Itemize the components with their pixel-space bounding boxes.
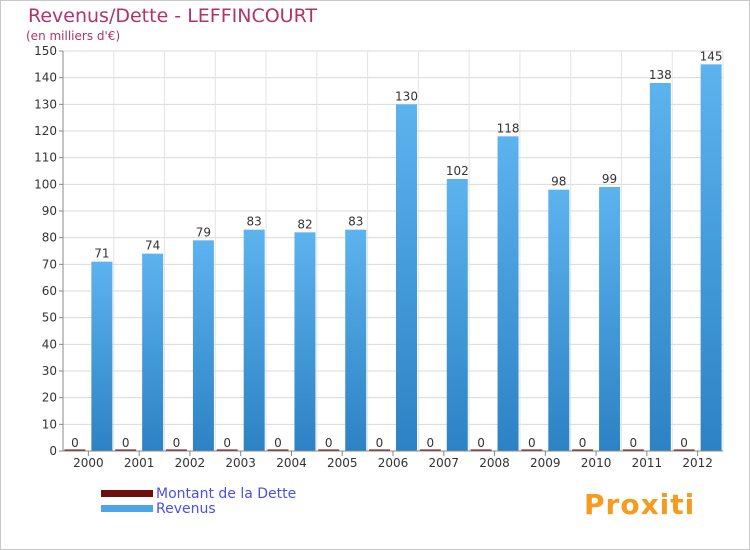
bar-dette	[369, 449, 390, 451]
y-tick-label: 0	[49, 444, 57, 458]
x-axis: 2000 2001 2002 2003 2004 2005 2006 2007 2008 2009…	[63, 450, 723, 470]
bar-dette	[419, 449, 441, 451]
data-label-dette: 0	[274, 436, 282, 450]
y-tick-label: 90	[42, 204, 57, 218]
data-label-revenus: 118	[497, 121, 520, 135]
x-tick-label: 2000	[73, 456, 104, 470]
data-label-dette: 0	[376, 436, 384, 450]
y-tick-label: 80	[42, 231, 57, 245]
bar-dette	[267, 449, 289, 451]
x-tick-label: 2001	[124, 456, 155, 470]
x-tick-label: 2012	[682, 456, 713, 470]
x-tick-label: 2007	[428, 456, 459, 470]
y-tick-label: 100	[34, 177, 57, 191]
data-label-revenus: 145	[700, 49, 723, 63]
data-label-dette: 0	[680, 436, 688, 450]
legend-label-revenus: Revenus	[156, 500, 216, 517]
y-tick-label: 20	[42, 391, 57, 405]
x-tick-label: 2002	[175, 456, 206, 470]
data-label-revenus: 83	[247, 215, 262, 229]
bar-revenus	[192, 240, 214, 451]
x-tick-label: 2006	[378, 456, 409, 470]
bar-dette	[165, 449, 187, 451]
y-tick-label: 140	[34, 71, 57, 85]
bar-revenus	[396, 104, 417, 451]
legend-item-revenus: Revenus	[101, 500, 296, 517]
data-label-revenus: 79	[196, 225, 211, 239]
data-label-dette: 0	[528, 436, 536, 450]
data-label-revenus: 83	[348, 215, 363, 229]
y-tick-label: 40	[42, 337, 57, 351]
bar-dette	[572, 449, 594, 451]
y-tick-label: 120	[34, 124, 57, 138]
bar-dette	[216, 449, 238, 451]
legend-item-dette: Montant de la Dette	[101, 485, 297, 502]
proxiti-logo: Proxiti	[584, 488, 695, 521]
data-label-revenus: 82	[297, 217, 312, 231]
y-tick-label: 130	[34, 97, 57, 111]
y-tick-label: 30	[42, 364, 57, 378]
legend-swatch-revenus	[101, 505, 153, 512]
bar-revenus	[142, 253, 164, 451]
bar-dette	[318, 449, 340, 451]
x-tick-label: 2005	[327, 456, 358, 470]
data-label-dette: 0	[426, 436, 434, 450]
legend: Montant de la Dette Revenus	[101, 485, 297, 517]
bar-revenus	[497, 136, 519, 452]
bar-revenus	[649, 83, 671, 451]
x-tick-label: 2010	[581, 456, 612, 470]
data-label-dette: 0	[579, 436, 587, 450]
bar-dette	[470, 449, 492, 451]
bar-revenus	[91, 261, 113, 451]
bar-revenus	[243, 229, 265, 451]
y-tick-label: 10	[42, 417, 57, 431]
data-label-revenus: 74	[145, 239, 160, 253]
x-tick-label: 2004	[276, 456, 307, 470]
x-tick-label: 2003	[225, 456, 256, 470]
x-tick-label: 2011	[632, 456, 663, 470]
legend-swatch-dette	[101, 490, 153, 497]
y-tick-label: 150	[34, 44, 57, 58]
data-label-dette: 0	[173, 436, 181, 450]
legend-label-dette: Montant de la Dette	[156, 485, 297, 502]
bar-dette	[622, 449, 644, 451]
bar-revenus	[548, 189, 570, 451]
y-tick-label: 70	[42, 257, 57, 271]
bar-revenus	[446, 179, 468, 451]
data-label-dette: 0	[122, 436, 130, 450]
data-label-revenus: 71	[94, 247, 109, 261]
data-label-dette: 0	[71, 436, 79, 450]
data-label-dette: 0	[630, 436, 638, 450]
bar-revenus	[294, 232, 316, 451]
proxiti-logo-text: Proxiti	[584, 488, 696, 521]
y-tick-label: 60	[42, 284, 57, 298]
chart-title: Revenus/Dette - LEFFINCOURT	[28, 5, 318, 27]
y-axis: 0 10 20 30 40 50 60 70 80 90 100 110 120 130 140 150	[34, 44, 64, 458]
data-label-revenus: 138	[649, 68, 672, 82]
bar-dette	[673, 449, 695, 451]
data-label-revenus: 98	[551, 175, 566, 189]
y-tick-label: 110	[34, 151, 57, 165]
data-label-dette: 0	[223, 436, 231, 450]
x-tick-label: 2008	[479, 456, 510, 470]
x-tick-label: 2009	[530, 456, 561, 470]
bar-revenus	[700, 64, 722, 452]
data-label-dette: 0	[325, 436, 333, 450]
bar-revenus	[599, 187, 621, 451]
data-label-revenus: 99	[602, 172, 617, 186]
data-label-revenus: 102	[446, 164, 469, 178]
bar-dette	[521, 449, 543, 451]
chart-subtitle: (en milliers d'€)	[26, 29, 121, 43]
data-label-revenus: 130	[395, 89, 418, 103]
bar-dette	[64, 449, 86, 451]
bar-dette	[115, 449, 137, 451]
y-tick-label: 50	[42, 311, 57, 325]
bar-revenus	[345, 229, 367, 451]
data-label-dette: 0	[477, 436, 485, 450]
bars: 0 71 0 74 0 79 0 83 0 82 0 83 0 130 0 102 0 118 0 98 0 99 0 138…	[64, 49, 723, 452]
